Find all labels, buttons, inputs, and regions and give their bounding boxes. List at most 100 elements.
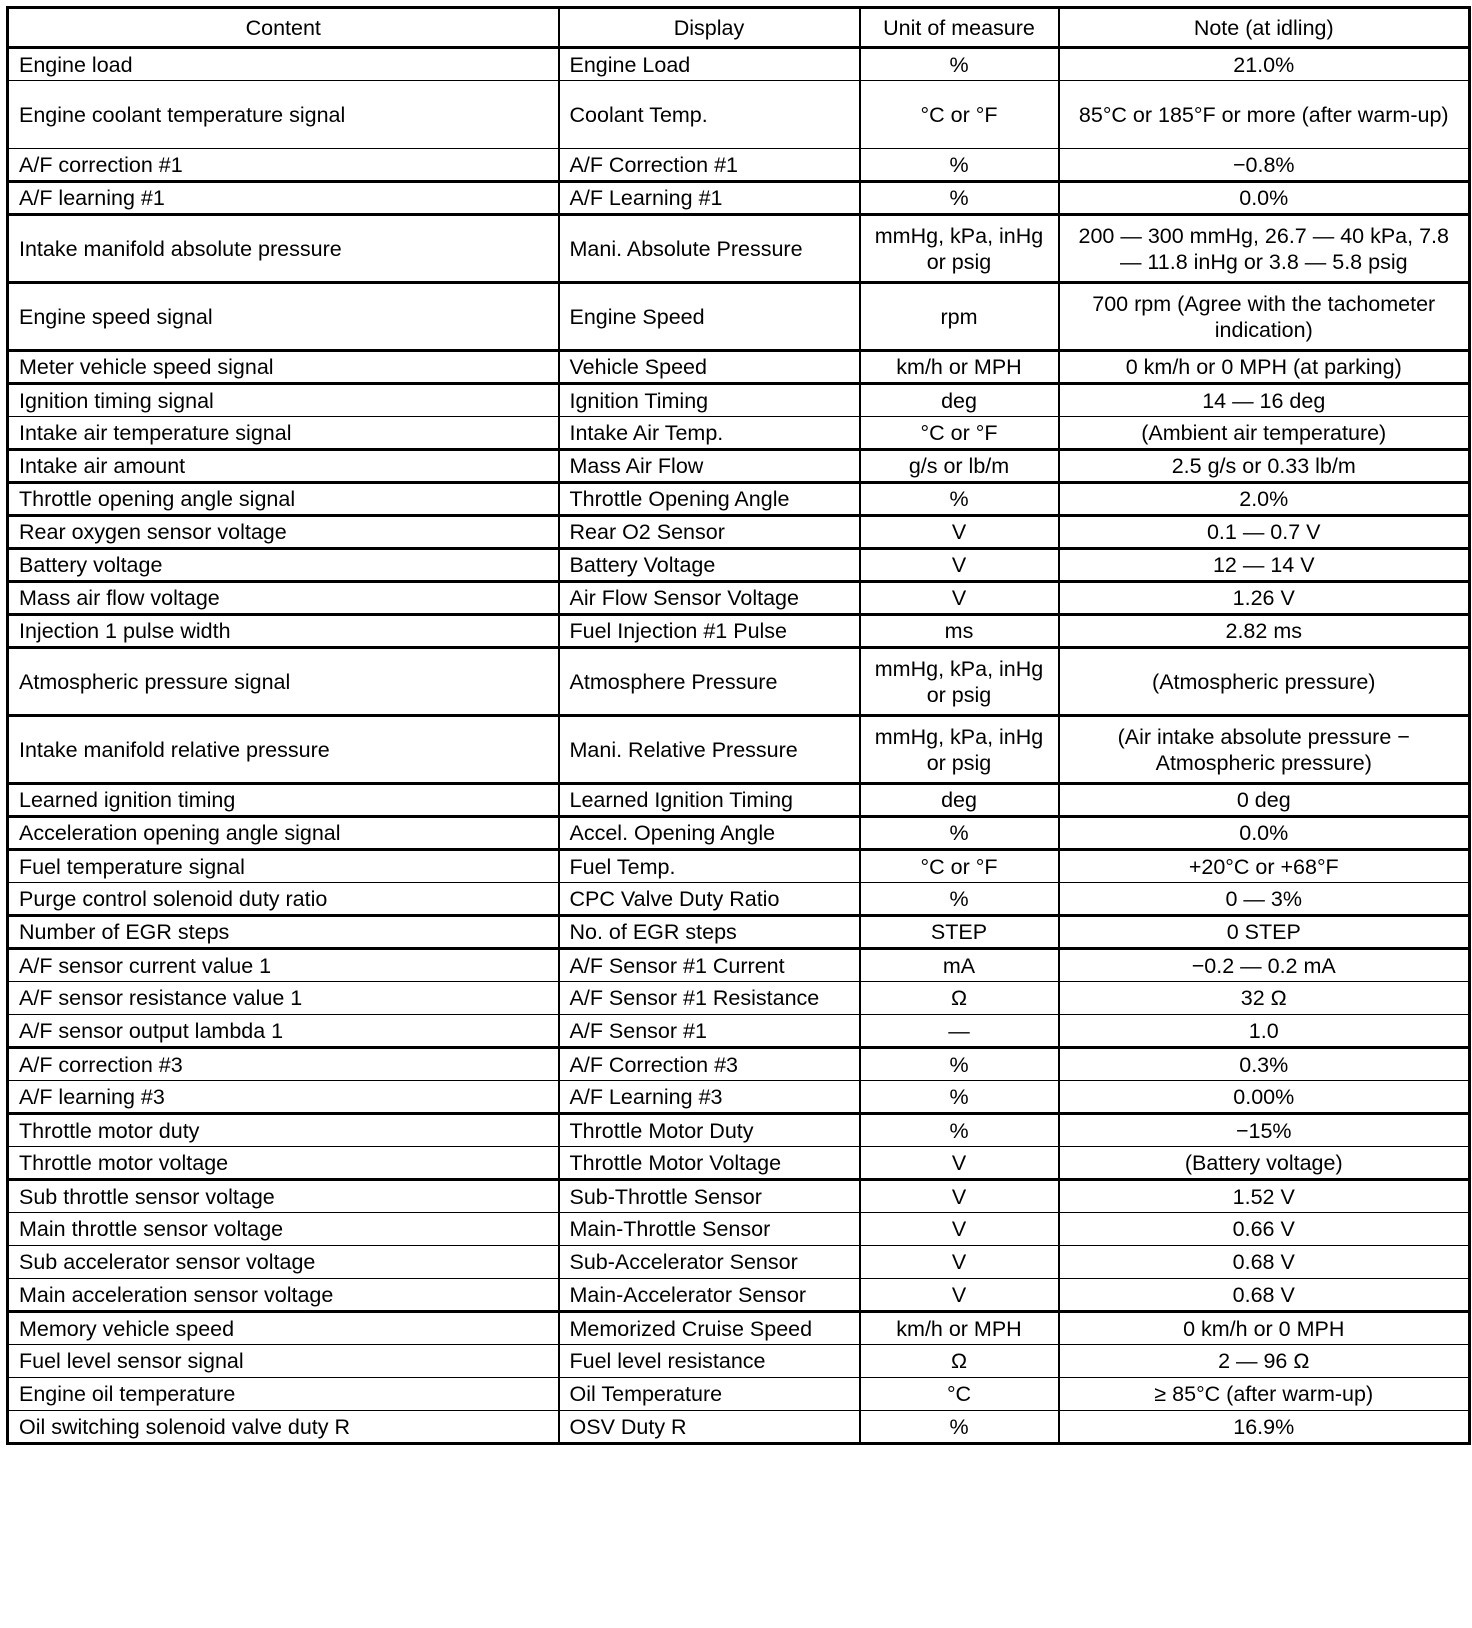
cell-content: Memory vehicle speed [6,1310,560,1345]
table-row: Intake air temperature signal Intake Air … [6,416,1471,450]
cell-display: A/F Learning #3 [557,1080,861,1114]
cell-display: Throttle Opening Angle [557,481,861,516]
table-row: A/F learning #3 A/F Learning #3% 0.00% [6,1080,1471,1114]
cell-unit: mmHg, kPa, inHg or psig [858,646,1060,716]
cell-unit: % [858,882,1060,916]
cell-note: 1.0 [1057,1014,1471,1048]
cell-unit: mA [858,947,1060,982]
cell-note: 0.0% [1057,815,1471,850]
cell-display: Main-Throttle Sensor [557,1212,861,1246]
table-row: Main throttle sensor voltage Main-Throttl… [6,1212,1471,1246]
table-row: A/F correction #3 A/F Correction #3% 0.3% [6,1046,1471,1081]
column-header-note: Note (at idling) [1057,7,1471,49]
cell-content: Fuel temperature signal [6,848,560,883]
cell-unit: V [858,547,1060,582]
cell-note: (Battery voltage) [1057,1146,1471,1180]
cell-unit: % [858,47,1060,81]
cell-content: A/F learning #1 [6,180,560,215]
cell-unit: V [858,1245,1060,1279]
cell-display: Throttle Motor Voltage [557,1146,861,1180]
cell-unit: % [858,180,1060,215]
cell-display: Sub-Throttle Sensor [557,1178,861,1213]
table-row: A/F learning #1 A/F Learning #1% 0.0% [6,180,1471,215]
table-row: Engine speed signal Engine Speed rpm 700 rp… [6,281,1471,351]
cell-display: Accel. Opening Angle [557,815,861,850]
cell-content: A/F learning #3 [6,1080,560,1114]
cell-display: A/F Learning #1 [557,180,861,215]
cell-unit: mmHg, kPa, inHg or psig [858,213,1060,283]
cell-unit: % [858,481,1060,516]
cell-note: 2.0% [1057,481,1471,516]
cell-note: 700 rpm (Agree with the tachometer indic… [1057,281,1471,351]
cell-note: +20°C or +68°F [1057,848,1471,883]
cell-unit: ms [858,613,1060,648]
cell-content: A/F sensor current value 1 [6,947,560,982]
cell-unit: deg [858,382,1060,417]
cell-unit: rpm [858,281,1060,351]
cell-unit: % [858,148,1060,182]
cell-display: A/F Correction #1 [557,148,861,182]
cell-content: A/F sensor resistance value 1 [6,981,560,1015]
cell-content: A/F correction #3 [6,1046,560,1081]
column-header-unit: Unit of measure [858,7,1060,49]
cell-display: Engine Speed [557,281,861,351]
cell-unit: km/h or MPH [858,349,1060,384]
cell-display: Battery Voltage [557,547,861,582]
cell-unit: deg [858,782,1060,817]
cell-unit: V [858,1212,1060,1246]
table-row: Injection 1 pulse width Fuel Injection #1… [6,613,1471,648]
cell-note: 0.68 V [1057,1278,1471,1312]
table-row: Meter vehicle speed signal Vehicle Speed k… [6,349,1471,384]
cell-note: (Atmospheric pressure) [1057,646,1471,716]
cell-display: Vehicle Speed [557,349,861,384]
cell-unit: % [858,1410,1060,1445]
cell-content: Intake air temperature signal [6,416,560,450]
table-row: Intake manifold absolute pressure Mani. A… [6,213,1471,283]
cell-unit: STEP [858,914,1060,949]
cell-display: Sub-Accelerator Sensor [557,1245,861,1279]
table-row: Engine coolant temperature signal Coolant… [6,80,1471,149]
cell-note: 0 — 3% [1057,882,1471,916]
cell-note: 12 — 14 V [1057,547,1471,582]
cell-content: Purge control solenoid duty ratio [6,882,560,916]
cell-content: Intake manifold relative pressure [6,714,560,784]
cell-content: Rear oxygen sensor voltage [6,514,560,549]
table-row: Throttle motor duty Throttle Motor Duty% −… [6,1112,1471,1147]
cell-note: 1.26 V [1057,580,1471,615]
cell-content: Atmospheric pressure signal [6,646,560,716]
table-row: Number of EGR steps No. of EGR steps STEP 0… [6,914,1471,949]
cell-content: Learned ignition timing [6,782,560,817]
cell-note: 16.9% [1057,1410,1471,1445]
table-row: A/F correction #1 A/F Correction #1% −0.8% [6,148,1471,182]
cell-unit: % [858,1046,1060,1081]
cell-content: Mass air flow voltage [6,580,560,615]
cell-unit: °C or °F [858,416,1060,450]
cell-unit: °C or °F [858,80,1060,149]
cell-display: Throttle Motor Duty [557,1112,861,1147]
cell-note: 32 Ω [1057,981,1471,1015]
cell-unit: g/s or lb/m [858,448,1060,483]
table-row: Engine oil temperature Oil Temperature °C ≥… [6,1377,1471,1411]
cell-display: Rear O2 Sensor [557,514,861,549]
cell-content: A/F correction #1 [6,148,560,182]
table-row: Main acceleration sensor voltage Main-Acc… [6,1278,1471,1312]
cell-content: Engine load [6,47,560,81]
cell-content: Ignition timing signal [6,382,560,417]
cell-unit: °C [858,1377,1060,1411]
cell-unit: km/h or MPH [858,1310,1060,1345]
cell-unit: °C or °F [858,848,1060,883]
cell-note: (Air intake absolute pressure − Atmosphe… [1057,714,1471,784]
table-row: Sub accelerator sensor voltage Sub-Accele… [6,1245,1471,1279]
cell-note: 0.68 V [1057,1245,1471,1279]
table-row: A/F sensor current value 1 A/F Sensor #1 … [6,947,1471,982]
cell-note: 2.5 g/s or 0.33 lb/m [1057,448,1471,483]
cell-unit: Ω [858,981,1060,1015]
table-row: Intake manifold relative pressure Mani. R… [6,714,1471,784]
table-row: Ignition timing signal Ignition Timing deg… [6,382,1471,417]
cell-unit: V [858,514,1060,549]
cell-content: Sub throttle sensor voltage [6,1178,560,1213]
cell-display: Mani. Relative Pressure [557,714,861,784]
cell-display: Oil Temperature [557,1377,861,1411]
cell-unit: Ω [858,1344,1060,1378]
